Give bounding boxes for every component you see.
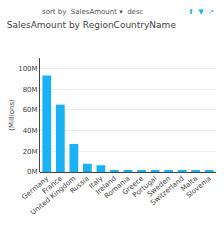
svg-text:80M: 80M: [23, 86, 38, 94]
svg-text:Germany: Germany: [21, 175, 51, 202]
svg-text:(Millions): (Millions): [8, 99, 16, 131]
svg-text:Romania: Romania: [103, 175, 132, 201]
svg-text:60M: 60M: [23, 106, 38, 114]
svg-text:Slovenia: Slovenia: [185, 175, 213, 200]
svg-text:Italy: Italy: [88, 175, 105, 191]
svg-text:sort by SalesAmount ▾ desc: sort by SalesAmount ▾ desc: [42, 8, 144, 16]
svg-text:United Kingdom: United Kingdom: [29, 174, 77, 216]
svg-text:France: France: [41, 175, 64, 196]
svg-text:Ireland: Ireland: [94, 175, 118, 197]
svg-text:Switzerland: Switzerland: [149, 175, 185, 207]
svg-text:Portugal: Portugal: [131, 175, 158, 200]
svg-text:20M: 20M: [23, 148, 38, 156]
svg-text:Sweden: Sweden: [146, 175, 172, 199]
svg-text:Russia: Russia: [69, 175, 91, 196]
svg-text:Malta: Malta: [179, 175, 199, 194]
svg-text:Greece: Greece: [121, 175, 145, 197]
svg-text:100M: 100M: [18, 65, 37, 73]
svg-text:SalesAmount by RegionCountryNa: SalesAmount by RegionCountryName: [7, 20, 177, 30]
svg-text:0M: 0M: [27, 168, 38, 176]
svg-text:⬆ ▼ ↗: ⬆ ▼ ↗: [188, 8, 214, 16]
svg-text:40M: 40M: [23, 127, 38, 135]
